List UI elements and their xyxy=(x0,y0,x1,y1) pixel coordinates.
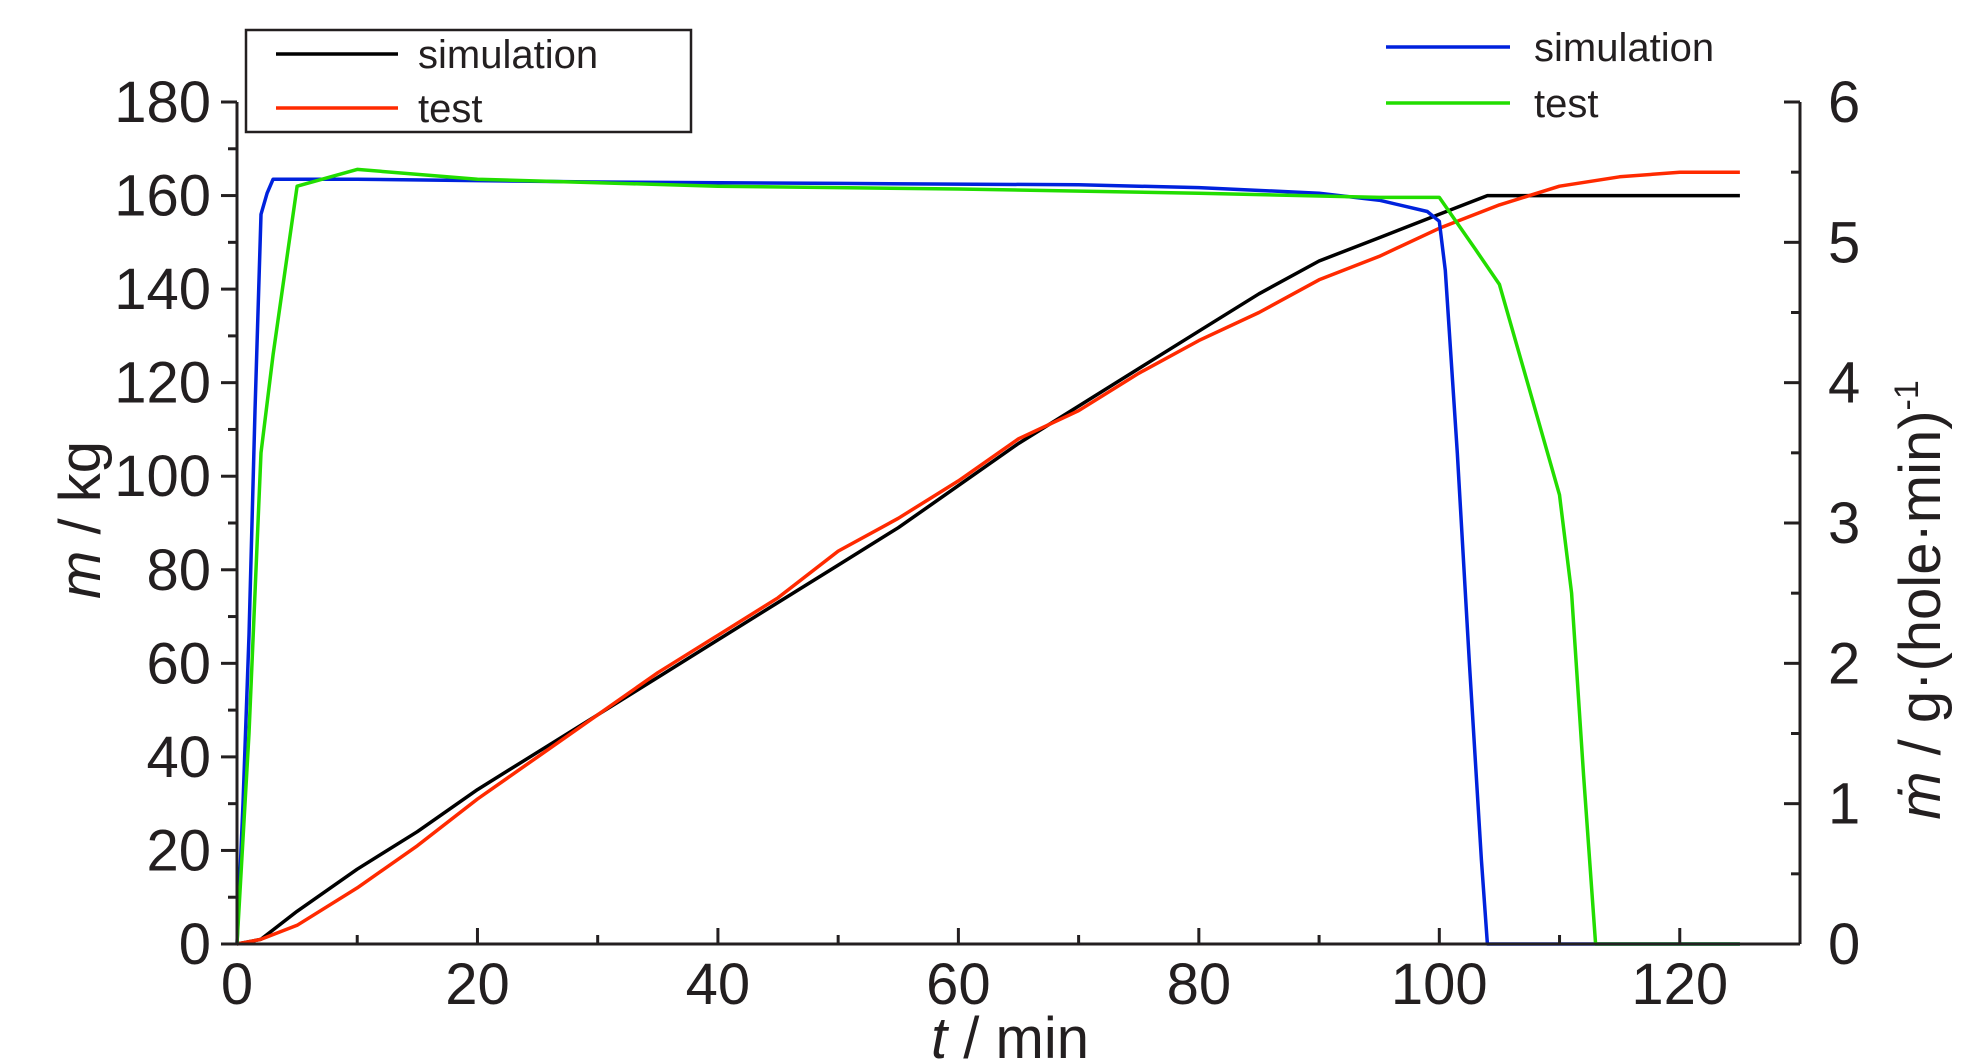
left-y-tick-label: 20 xyxy=(146,818,211,883)
legend-right: simulation test xyxy=(1386,26,1714,126)
left-y-tick-label: 60 xyxy=(146,631,211,696)
series-line-left-simulation xyxy=(236,193,1740,946)
left-y-tick-label: 40 xyxy=(146,725,211,790)
x-tick-label: 60 xyxy=(926,952,991,1017)
left-y-tick-label: 0 xyxy=(179,912,211,977)
left-y-tick-label: 180 xyxy=(114,70,211,135)
right-y-axis-label-unit: / g·(hole·min) xyxy=(1888,410,1953,771)
right-y-tick-label: 5 xyxy=(1828,210,1860,275)
left-y-axis-label-var: m xyxy=(48,551,113,599)
left-y-tick-label: 120 xyxy=(114,351,211,416)
x-axis-ticks: 0 20 40 60 80 100 120 xyxy=(221,928,1802,1017)
legend-label: test xyxy=(418,87,482,131)
series-line-right-test xyxy=(235,167,1740,946)
x-tick-label: 120 xyxy=(1631,952,1728,1017)
right-y-axis-label-var: ṁ xyxy=(1888,771,1953,819)
x-axis-label-unit: / min xyxy=(947,1006,1089,1063)
left-y-axis-label: m / kg xyxy=(48,441,113,599)
series-line-left-test xyxy=(236,170,1740,946)
x-axis-label: t / min xyxy=(931,1006,1089,1063)
right-y-axis-label: ṁ / g·(hole·min)-1 xyxy=(1888,380,1953,820)
right-y-tick-label: 1 xyxy=(1828,772,1860,837)
series-line-right-simulation xyxy=(235,177,1740,946)
left-y-tick-label: 160 xyxy=(114,164,211,229)
right-y-tick-label: 6 xyxy=(1828,70,1860,135)
data-lines xyxy=(235,167,1740,946)
x-tick-label: 40 xyxy=(686,952,751,1017)
x-tick-label: 80 xyxy=(1167,952,1232,1017)
right-y-tick-label: 3 xyxy=(1828,491,1860,556)
legend-box xyxy=(244,28,693,134)
right-y-tick-label: 0 xyxy=(1828,912,1860,977)
left-y-tick-label: 100 xyxy=(114,444,211,509)
right-y-tick-label: 4 xyxy=(1828,351,1860,416)
x-tick-label: 100 xyxy=(1391,952,1488,1017)
right-y-axis-ticks: 0 1 2 3 4 5 6 xyxy=(1784,70,1860,977)
legend-label: simulation xyxy=(418,33,598,77)
left-y-axis-label-unit: / kg xyxy=(48,441,113,551)
x-tick-label: 20 xyxy=(445,952,510,1017)
left-y-axis-ticks: 0 20 40 60 80 100 120 140 160 180 xyxy=(114,70,237,977)
legend-label: simulation xyxy=(1534,26,1714,70)
legend-label: test xyxy=(1534,82,1598,126)
right-y-axis-label-sup: -1 xyxy=(1888,380,1926,410)
left-y-tick-label: 80 xyxy=(146,538,211,603)
left-y-tick-label: 140 xyxy=(114,257,211,322)
x-axis-label-var: t xyxy=(931,1006,950,1063)
x-tick-label: 0 xyxy=(221,952,253,1017)
legend-left: simulation test xyxy=(244,28,693,134)
right-y-tick-label: 2 xyxy=(1828,631,1860,696)
